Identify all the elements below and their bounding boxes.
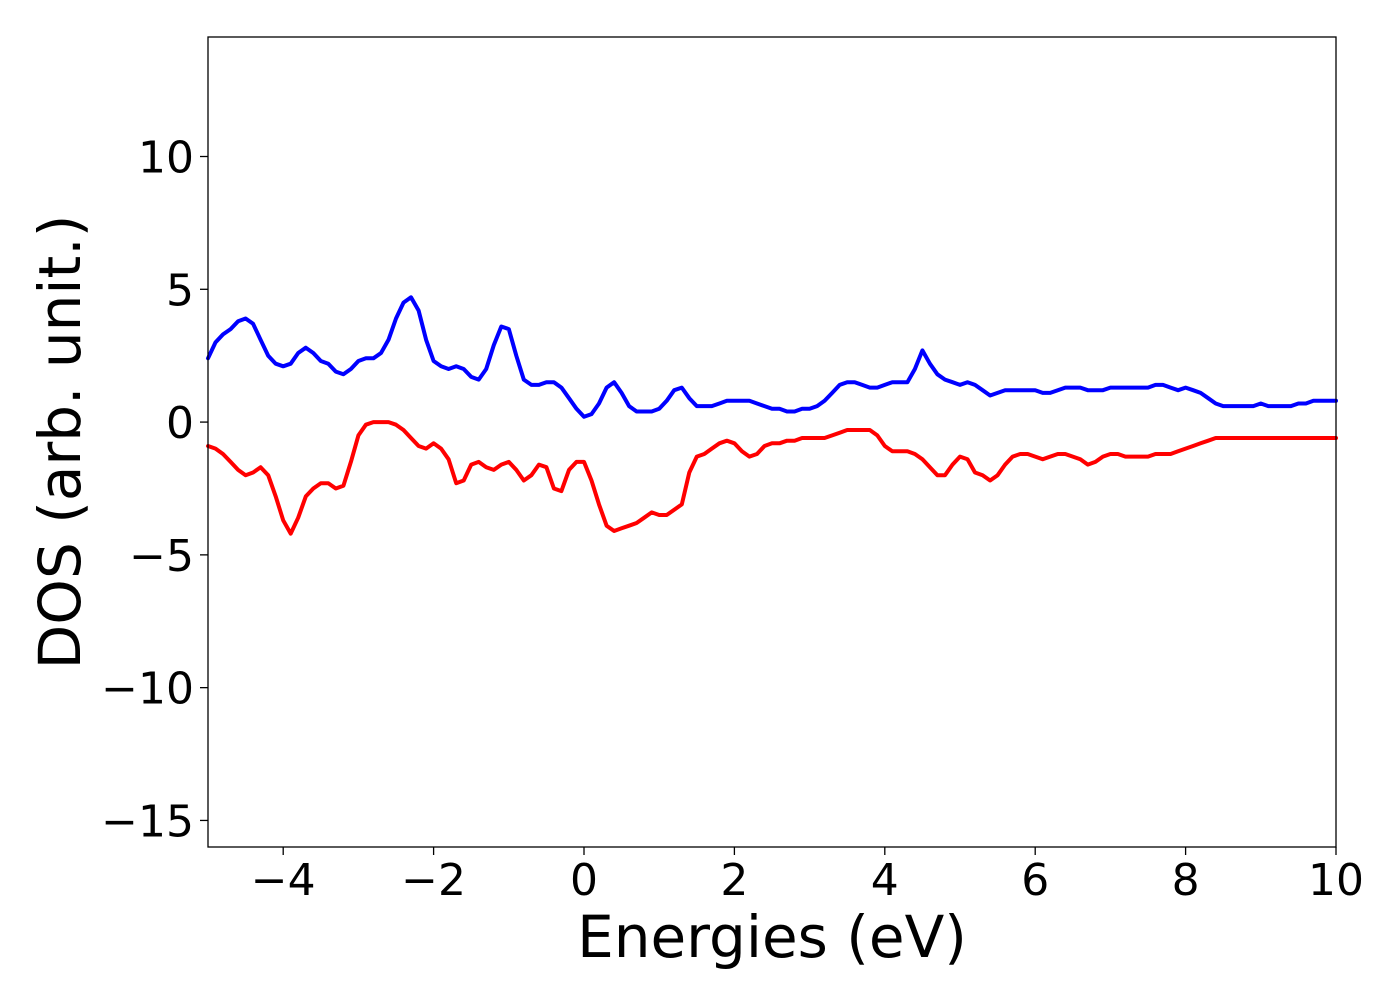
series-layer (206, 295, 1338, 536)
y-tick-label: 5 (166, 265, 194, 316)
x-tick-label: 8 (1172, 855, 1200, 906)
x-tick-label: −2 (401, 855, 466, 906)
plot-frame (207, 36, 1337, 848)
x-tick-label: 2 (720, 855, 748, 906)
x-tick-label: 4 (871, 855, 899, 906)
series-line-1 (206, 420, 1338, 536)
x-axis-label: Energies (eV) (577, 903, 967, 971)
y-tick-label: 0 (166, 398, 194, 449)
series-line-0 (206, 295, 1338, 419)
y-axis-ticks: −15 −10 −5 0 5 10 (101, 133, 208, 847)
x-tick-label: 10 (1308, 855, 1364, 906)
x-tick-label: 6 (1021, 855, 1049, 906)
x-tick-label: −4 (251, 855, 316, 906)
x-tick-label: 0 (570, 855, 598, 906)
y-tick-label: 10 (138, 133, 194, 184)
y-tick-label: −5 (129, 531, 194, 582)
x-axis-ticks: −4 −2 0 2 4 6 8 10 (251, 847, 1364, 906)
y-tick-label: −10 (101, 664, 194, 715)
y-axis-label: DOS (arb. unit.) (26, 215, 94, 670)
y-tick-label: −15 (101, 796, 194, 847)
